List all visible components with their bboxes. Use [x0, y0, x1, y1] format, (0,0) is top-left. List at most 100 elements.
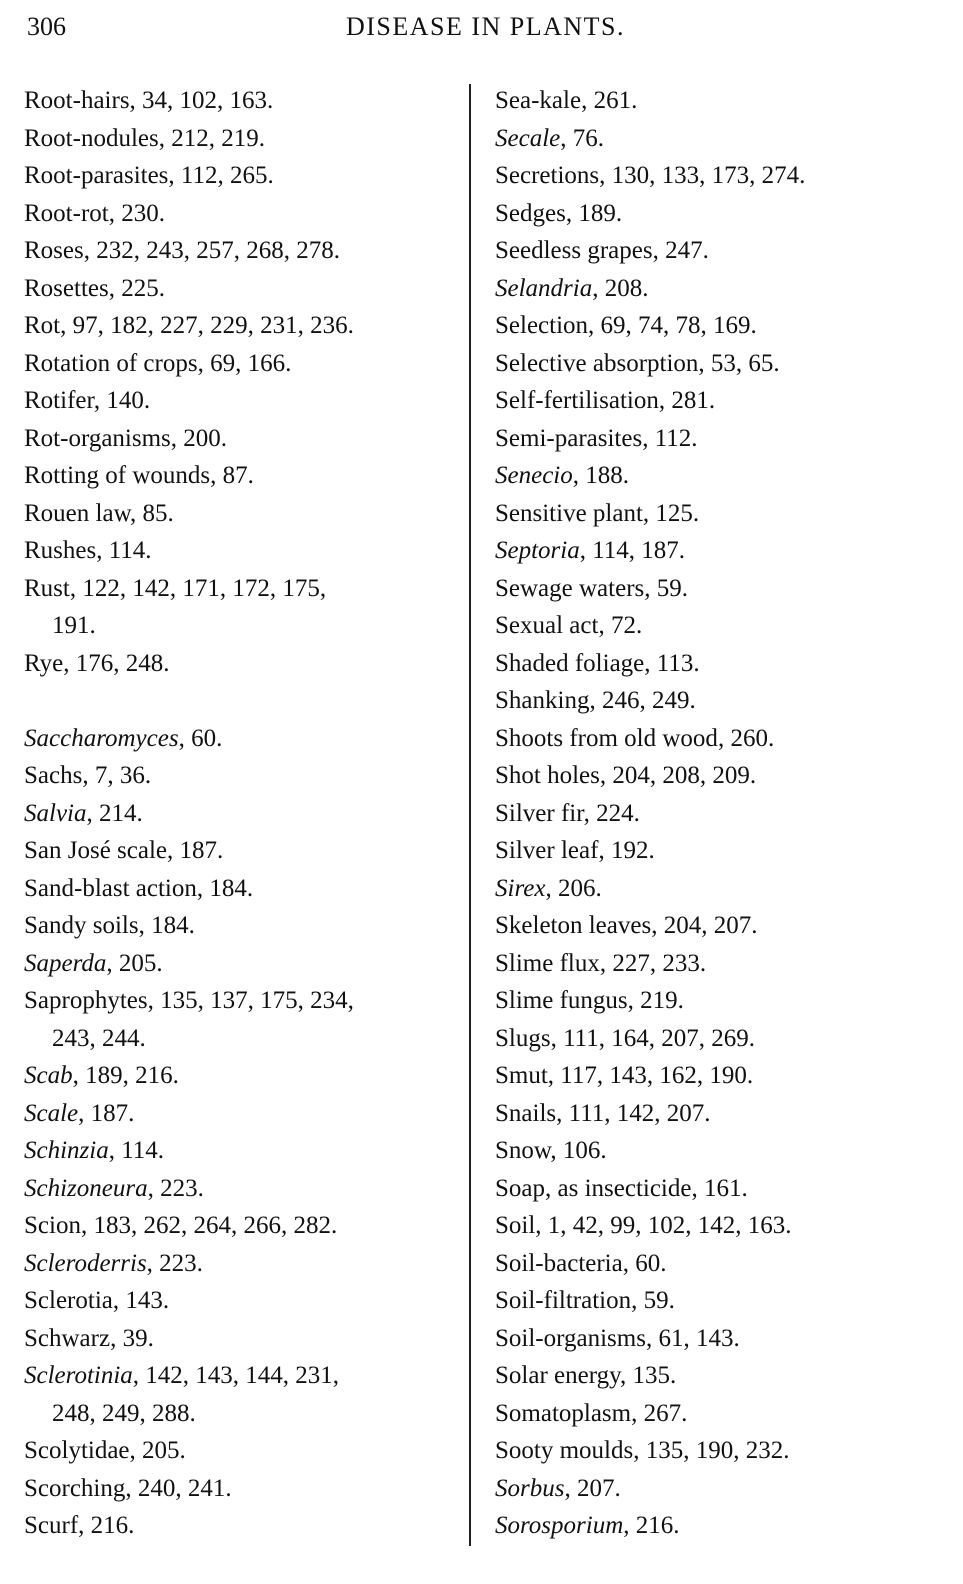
index-entry: Sachs, 7, 36. — [24, 757, 474, 795]
index-entry: Slime fungus, 219. — [495, 982, 945, 1020]
index-pages: , 85. — [130, 499, 174, 527]
index-entry: Sandy soils, 184. — [24, 907, 474, 945]
index-entry: Sooty moulds, 135, 190, 232. — [495, 1432, 945, 1470]
index-entry: Sewage waters, 59. — [495, 570, 945, 608]
index-term: Rust — [24, 574, 70, 602]
index-pages: , 114. — [108, 1137, 165, 1164]
index-entry: Scurf, 216. — [24, 1507, 474, 1545]
index-term: Root-hairs — [24, 87, 130, 114]
index-term: Scurf — [24, 1512, 79, 1539]
index-pages: , 122, 142, 171, 172, 175, — [69, 574, 327, 602]
index-pages: , 7, 36. — [82, 762, 152, 789]
index-pages: , 219. — [627, 987, 684, 1014]
index-pages: , 216. — [78, 1512, 135, 1539]
index-pages: , 111, 164, 207, 269. — [550, 1024, 755, 1052]
index-term: Soil-filtration — [495, 1287, 632, 1314]
index-pages: , 135, 190, 232. — [633, 1437, 790, 1464]
index-pages: , 206. — [545, 874, 602, 902]
index-entry: Rouen law, 85. — [24, 495, 474, 533]
index-pages: , 135. — [619, 1362, 677, 1389]
index-term: Scab — [24, 1062, 73, 1089]
index-entry-continuation: 243, 244. — [24, 1020, 474, 1058]
index-pages: , 246, 249. — [589, 687, 696, 714]
index-entry: Scale, 187. — [24, 1095, 474, 1133]
index-term: Sclerotinia — [24, 1362, 133, 1389]
index-entry: Sensitive plant, 125. — [495, 495, 945, 533]
index-term: Shaded foliage — [495, 649, 645, 677]
index-entry: Schizoneura, 223. — [24, 1170, 474, 1208]
index-entry: Soil-bacteria, 60. — [495, 1245, 945, 1283]
index-term: Rushes — [24, 537, 97, 564]
index-pages: , 1, 42, 99, 102, 142, 163. — [535, 1212, 792, 1239]
index-term: Saperda — [24, 949, 107, 977]
index-entry: Schinzia, 114. — [24, 1132, 474, 1170]
index-entry: Senecio, 188. — [495, 457, 945, 495]
index-pages: , 240, 241. — [125, 1474, 232, 1502]
index-term: Soil-bacteria — [495, 1249, 623, 1277]
index-term: Sachs — [24, 762, 83, 789]
index-entry: Rot, 97, 182, 227, 229, 231, 236. — [24, 307, 474, 345]
index-term: Rot — [24, 312, 61, 339]
index-entry: Rye, 176, 248. — [24, 645, 474, 683]
index-pages: , 184. — [138, 912, 195, 939]
index-term: Self-fertilisation — [495, 387, 659, 414]
index-pages: , 97, 182, 227, 229, 231, 236. — [60, 312, 354, 339]
index-pages: , 260. — [717, 724, 775, 752]
index-entry: Slugs, 111, 164, 207, 269. — [495, 1020, 945, 1058]
index-term: Scale — [24, 1099, 79, 1127]
index-pages: , 117, 143, 162, 190. — [547, 1062, 754, 1089]
index-entry: Silver fir, 224. — [495, 795, 945, 833]
index-term: Roses — [24, 237, 84, 264]
index-entry: Soap, as insecticide, 161. — [495, 1170, 945, 1208]
index-term: Selandria — [495, 274, 593, 302]
index-term: Snails — [495, 1099, 557, 1127]
index-entry: Somatoplasm, 267. — [495, 1395, 945, 1433]
index-term: Schwarz — [24, 1324, 111, 1352]
index-term: Slime fungus — [495, 987, 628, 1014]
index-term: Sorosporium — [495, 1512, 624, 1539]
index-entry: Sea-kale, 261. — [495, 82, 945, 120]
index-entry: Shot holes, 204, 208, 209. — [495, 757, 945, 795]
index-term: Soil-organisms — [495, 1324, 646, 1352]
index-term: Somatoplasm — [495, 1399, 632, 1427]
index-entry: Scleroderris, 223. — [24, 1245, 474, 1283]
index-term: Slime flux — [495, 949, 600, 977]
index-entry: Snow, 106. — [495, 1132, 945, 1170]
index-pages: , 223. — [146, 1249, 203, 1277]
index-entry: Saprophytes, 135, 137, 175, 234, — [24, 982, 474, 1020]
index-entry: Rosettes, 225. — [24, 270, 474, 308]
index-entry: Skeleton leaves, 204, 207. — [495, 907, 945, 945]
index-term: Semi-parasites — [495, 424, 643, 452]
index-pages: , 59. — [631, 1287, 675, 1314]
index-entry: Soil-organisms, 61, 143. — [495, 1320, 945, 1358]
index-pages: , 204, 207. — [651, 912, 758, 939]
index-pages: , 176, 248. — [63, 649, 170, 677]
index-entry: Scolytidae, 205. — [24, 1432, 474, 1470]
index-term: Rotifer — [24, 387, 94, 414]
index-entry: Secale, 76. — [495, 120, 945, 158]
index-term: Root-rot — [24, 199, 109, 227]
index-pages: , 205. — [106, 949, 163, 977]
index-pages: , 113. — [644, 649, 700, 677]
index-entry: Rotifer, 140. — [24, 382, 474, 420]
index-entry: Shaded foliage, 113. — [495, 645, 945, 683]
index-entry: Shanking, 246, 249. — [495, 682, 945, 720]
index-term: Selective absorption — [495, 349, 699, 377]
index-pages: , 224. — [583, 799, 640, 827]
index-term: Scolytidae — [24, 1437, 130, 1464]
index-term: Skeleton leaves — [495, 912, 652, 939]
index-entry: Rotation of crops, 69, 166. — [24, 345, 474, 383]
index-term: Saprophytes — [24, 987, 148, 1014]
index-entry: Soil-filtration, 59. — [495, 1282, 945, 1320]
index-entry: Scab, 189, 216. — [24, 1057, 474, 1095]
index-term: Senecio — [495, 462, 573, 489]
index-term: Seedless grapes — [495, 237, 653, 264]
column-divider — [469, 84, 471, 1546]
index-pages: , 232, 243, 257, 268, 278. — [83, 237, 340, 264]
index-pages: , 189, 216. — [72, 1062, 179, 1089]
index-pages: , 216. — [623, 1512, 680, 1539]
index-term: Septoria — [495, 537, 580, 564]
index-term: Sooty moulds — [495, 1437, 634, 1464]
index-pages: , 183, 262, 264, 266, 282. — [80, 1212, 338, 1239]
index-term: Rye — [24, 649, 64, 677]
